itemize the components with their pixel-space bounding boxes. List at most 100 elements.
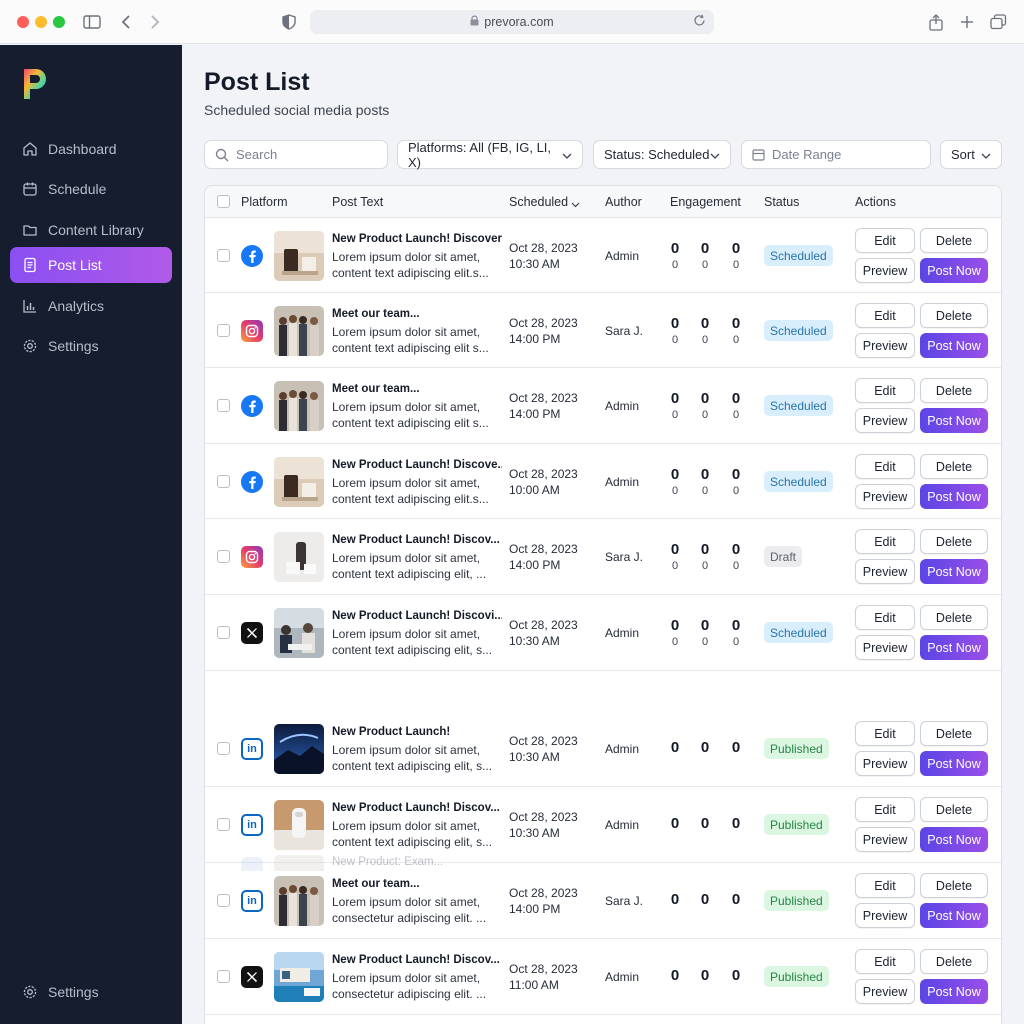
- sidebar-item-settings[interactable]: Settings: [10, 328, 172, 364]
- sort-dropdown[interactable]: Sort: [940, 140, 1002, 169]
- delete-button[interactable]: Delete: [920, 529, 988, 554]
- preview-button[interactable]: Preview: [855, 258, 915, 283]
- row-checkbox[interactable]: [217, 818, 230, 831]
- delete-button[interactable]: Delete: [920, 797, 988, 822]
- post-title[interactable]: Meet our team...: [332, 308, 420, 320]
- edit-button[interactable]: Edit: [855, 605, 915, 630]
- sidebar-toggle-icon[interactable]: [82, 12, 102, 32]
- post-now-button[interactable]: Post Now: [920, 751, 988, 776]
- date-range-input[interactable]: Date Range: [741, 140, 931, 169]
- row-checkbox[interactable]: [217, 324, 230, 337]
- post-thumbnail[interactable]: [274, 231, 324, 281]
- reload-icon[interactable]: [693, 14, 706, 30]
- row-checkbox[interactable]: [217, 970, 230, 983]
- column-header-post-text[interactable]: Post Text: [332, 195, 384, 209]
- delete-button[interactable]: Delete: [920, 949, 988, 974]
- post-now-button[interactable]: Post Now: [920, 635, 988, 660]
- post-now-button[interactable]: Post Now: [920, 258, 988, 283]
- sidebar-item-analytics[interactable]: Analytics: [10, 288, 172, 324]
- edit-button[interactable]: Edit: [855, 721, 915, 746]
- tabs-icon[interactable]: [988, 12, 1008, 32]
- delete-button[interactable]: Delete: [920, 228, 988, 253]
- post-thumbnail[interactable]: [274, 952, 324, 1002]
- preview-button[interactable]: Preview: [855, 979, 915, 1004]
- delete-button[interactable]: Delete: [920, 721, 988, 746]
- row-checkbox[interactable]: [217, 399, 230, 412]
- post-title[interactable]: Meet our team...: [332, 383, 420, 395]
- row-checkbox[interactable]: [217, 626, 230, 639]
- post-title[interactable]: New Product Launch! Discover...: [332, 233, 502, 245]
- column-header-status[interactable]: Status: [764, 195, 800, 209]
- delete-button[interactable]: Delete: [920, 303, 988, 328]
- post-now-button[interactable]: Post Now: [920, 979, 988, 1004]
- preview-button[interactable]: Preview: [855, 635, 915, 660]
- post-title[interactable]: New Product Launch! Discov...: [332, 954, 500, 966]
- post-thumbnail[interactable]: [274, 457, 324, 507]
- status-dropdown[interactable]: Status: Scheduled: [593, 140, 731, 169]
- row-checkbox[interactable]: [217, 742, 230, 755]
- app-logo-icon[interactable]: [20, 65, 50, 101]
- post-thumbnail[interactable]: [274, 306, 324, 356]
- preview-button[interactable]: Preview: [855, 559, 915, 584]
- column-header-platform[interactable]: Platform: [241, 195, 288, 209]
- post-thumbnail[interactable]: [274, 876, 324, 926]
- edit-button[interactable]: Edit: [855, 454, 915, 479]
- column-header-scheduled[interactable]: Scheduled: [509, 195, 569, 209]
- share-icon[interactable]: [926, 12, 946, 32]
- post-now-button[interactable]: Post Now: [920, 827, 988, 852]
- sidebar-item-content-library[interactable]: Content Library: [10, 212, 172, 248]
- column-header-engagement[interactable]: Engagement: [670, 195, 741, 209]
- edit-button[interactable]: Edit: [855, 303, 915, 328]
- row-checkbox[interactable]: [217, 894, 230, 907]
- post-title[interactable]: New Product Launch! Discov...: [332, 534, 500, 546]
- preview-button[interactable]: Preview: [855, 827, 915, 852]
- post-now-button[interactable]: Post Now: [920, 903, 988, 928]
- maximize-window-button[interactable]: [53, 16, 65, 28]
- post-title[interactable]: New Product Launch! Discovi...: [332, 610, 502, 622]
- delete-button[interactable]: Delete: [920, 873, 988, 898]
- back-icon[interactable]: [116, 12, 136, 32]
- preview-button[interactable]: Preview: [855, 751, 915, 776]
- sidebar-item-schedule[interactable]: Schedule: [10, 171, 172, 207]
- address-bar[interactable]: prevora.com: [310, 10, 714, 34]
- delete-button[interactable]: Delete: [920, 454, 988, 479]
- post-now-button[interactable]: Post Now: [920, 559, 988, 584]
- preview-button[interactable]: Preview: [855, 408, 915, 433]
- post-thumbnail[interactable]: [274, 608, 324, 658]
- post-now-button[interactable]: Post Now: [920, 408, 988, 433]
- edit-button[interactable]: Edit: [855, 228, 915, 253]
- post-thumbnail[interactable]: [274, 381, 324, 431]
- delete-button[interactable]: Delete: [920, 605, 988, 630]
- row-checkbox[interactable]: [217, 475, 230, 488]
- post-thumbnail[interactable]: [274, 724, 324, 774]
- post-thumbnail[interactable]: [274, 532, 324, 582]
- edit-button[interactable]: Edit: [855, 873, 915, 898]
- chevron-down-icon[interactable]: [571, 197, 580, 211]
- edit-button[interactable]: Edit: [855, 949, 915, 974]
- delete-button[interactable]: Delete: [920, 378, 988, 403]
- minimize-window-button[interactable]: [35, 16, 47, 28]
- sidebar-bottom-settings[interactable]: Settings: [10, 974, 172, 1010]
- preview-button[interactable]: Preview: [855, 903, 915, 928]
- row-checkbox[interactable]: [217, 249, 230, 262]
- close-window-button[interactable]: [17, 16, 29, 28]
- post-title[interactable]: New Product Launch!: [332, 726, 451, 738]
- search-input[interactable]: Search: [204, 140, 388, 169]
- select-all-checkbox[interactable]: [217, 195, 230, 208]
- edit-button[interactable]: Edit: [855, 797, 915, 822]
- sidebar-item-post-list[interactable]: Post List: [10, 247, 172, 283]
- post-title[interactable]: New Product Launch! Discove...: [332, 459, 502, 471]
- row-checkbox[interactable]: [217, 550, 230, 563]
- post-now-button[interactable]: Post Now: [920, 484, 988, 509]
- preview-button[interactable]: Preview: [855, 484, 915, 509]
- edit-button[interactable]: Edit: [855, 529, 915, 554]
- preview-button[interactable]: Preview: [855, 333, 915, 358]
- post-now-button[interactable]: Post Now: [920, 333, 988, 358]
- post-thumbnail[interactable]: [274, 800, 324, 850]
- forward-icon[interactable]: [145, 12, 165, 32]
- platforms-dropdown[interactable]: Platforms: All (FB, IG, LI, X): [397, 140, 583, 170]
- sidebar-item-dashboard[interactable]: Dashboard: [10, 131, 172, 167]
- post-title[interactable]: New Product Launch! Discov...: [332, 802, 500, 814]
- post-title[interactable]: Meet our team...: [332, 878, 420, 890]
- edit-button[interactable]: Edit: [855, 378, 915, 403]
